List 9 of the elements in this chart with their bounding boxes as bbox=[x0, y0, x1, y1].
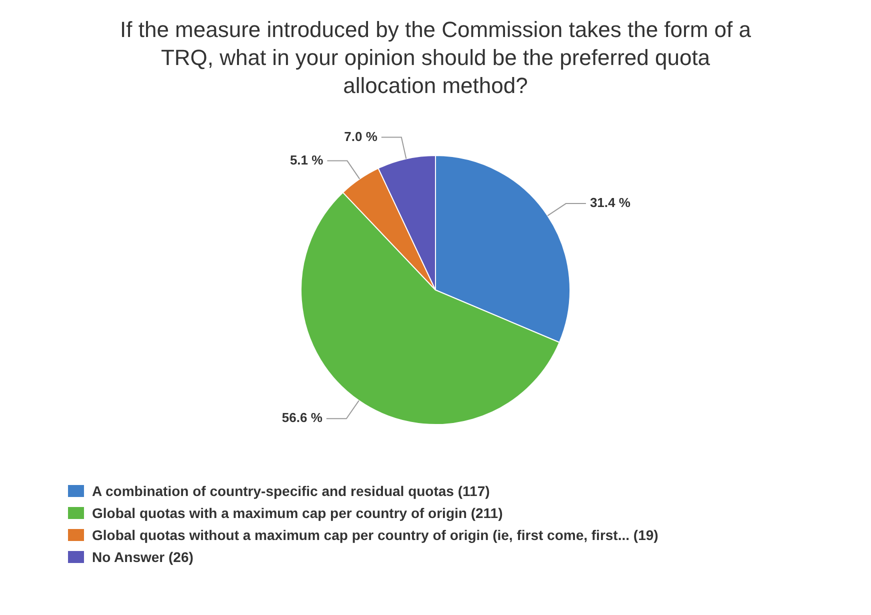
data-label: 7.0 % bbox=[344, 128, 378, 144]
legend-label: Global quotas with a maximum cap per country of origin (211) bbox=[92, 504, 503, 523]
legend-label: Global quotas without a maximum cap per country of origin (ie, first come, first... (19) bbox=[92, 526, 658, 545]
data-label: 5.1 % bbox=[290, 152, 324, 168]
data-label: 31.4 % bbox=[590, 195, 631, 210]
chart-title: If the measure introduced by the Commission takes the form of a TRQ, what in your opinion should be the preferred quota allocation method? bbox=[119, 16, 752, 100]
legend-label: A combination of country-specific and residual quotas (117) bbox=[92, 482, 490, 501]
data-label: 56.6 % bbox=[282, 410, 323, 426]
legend-label: No Answer (26) bbox=[92, 548, 194, 567]
